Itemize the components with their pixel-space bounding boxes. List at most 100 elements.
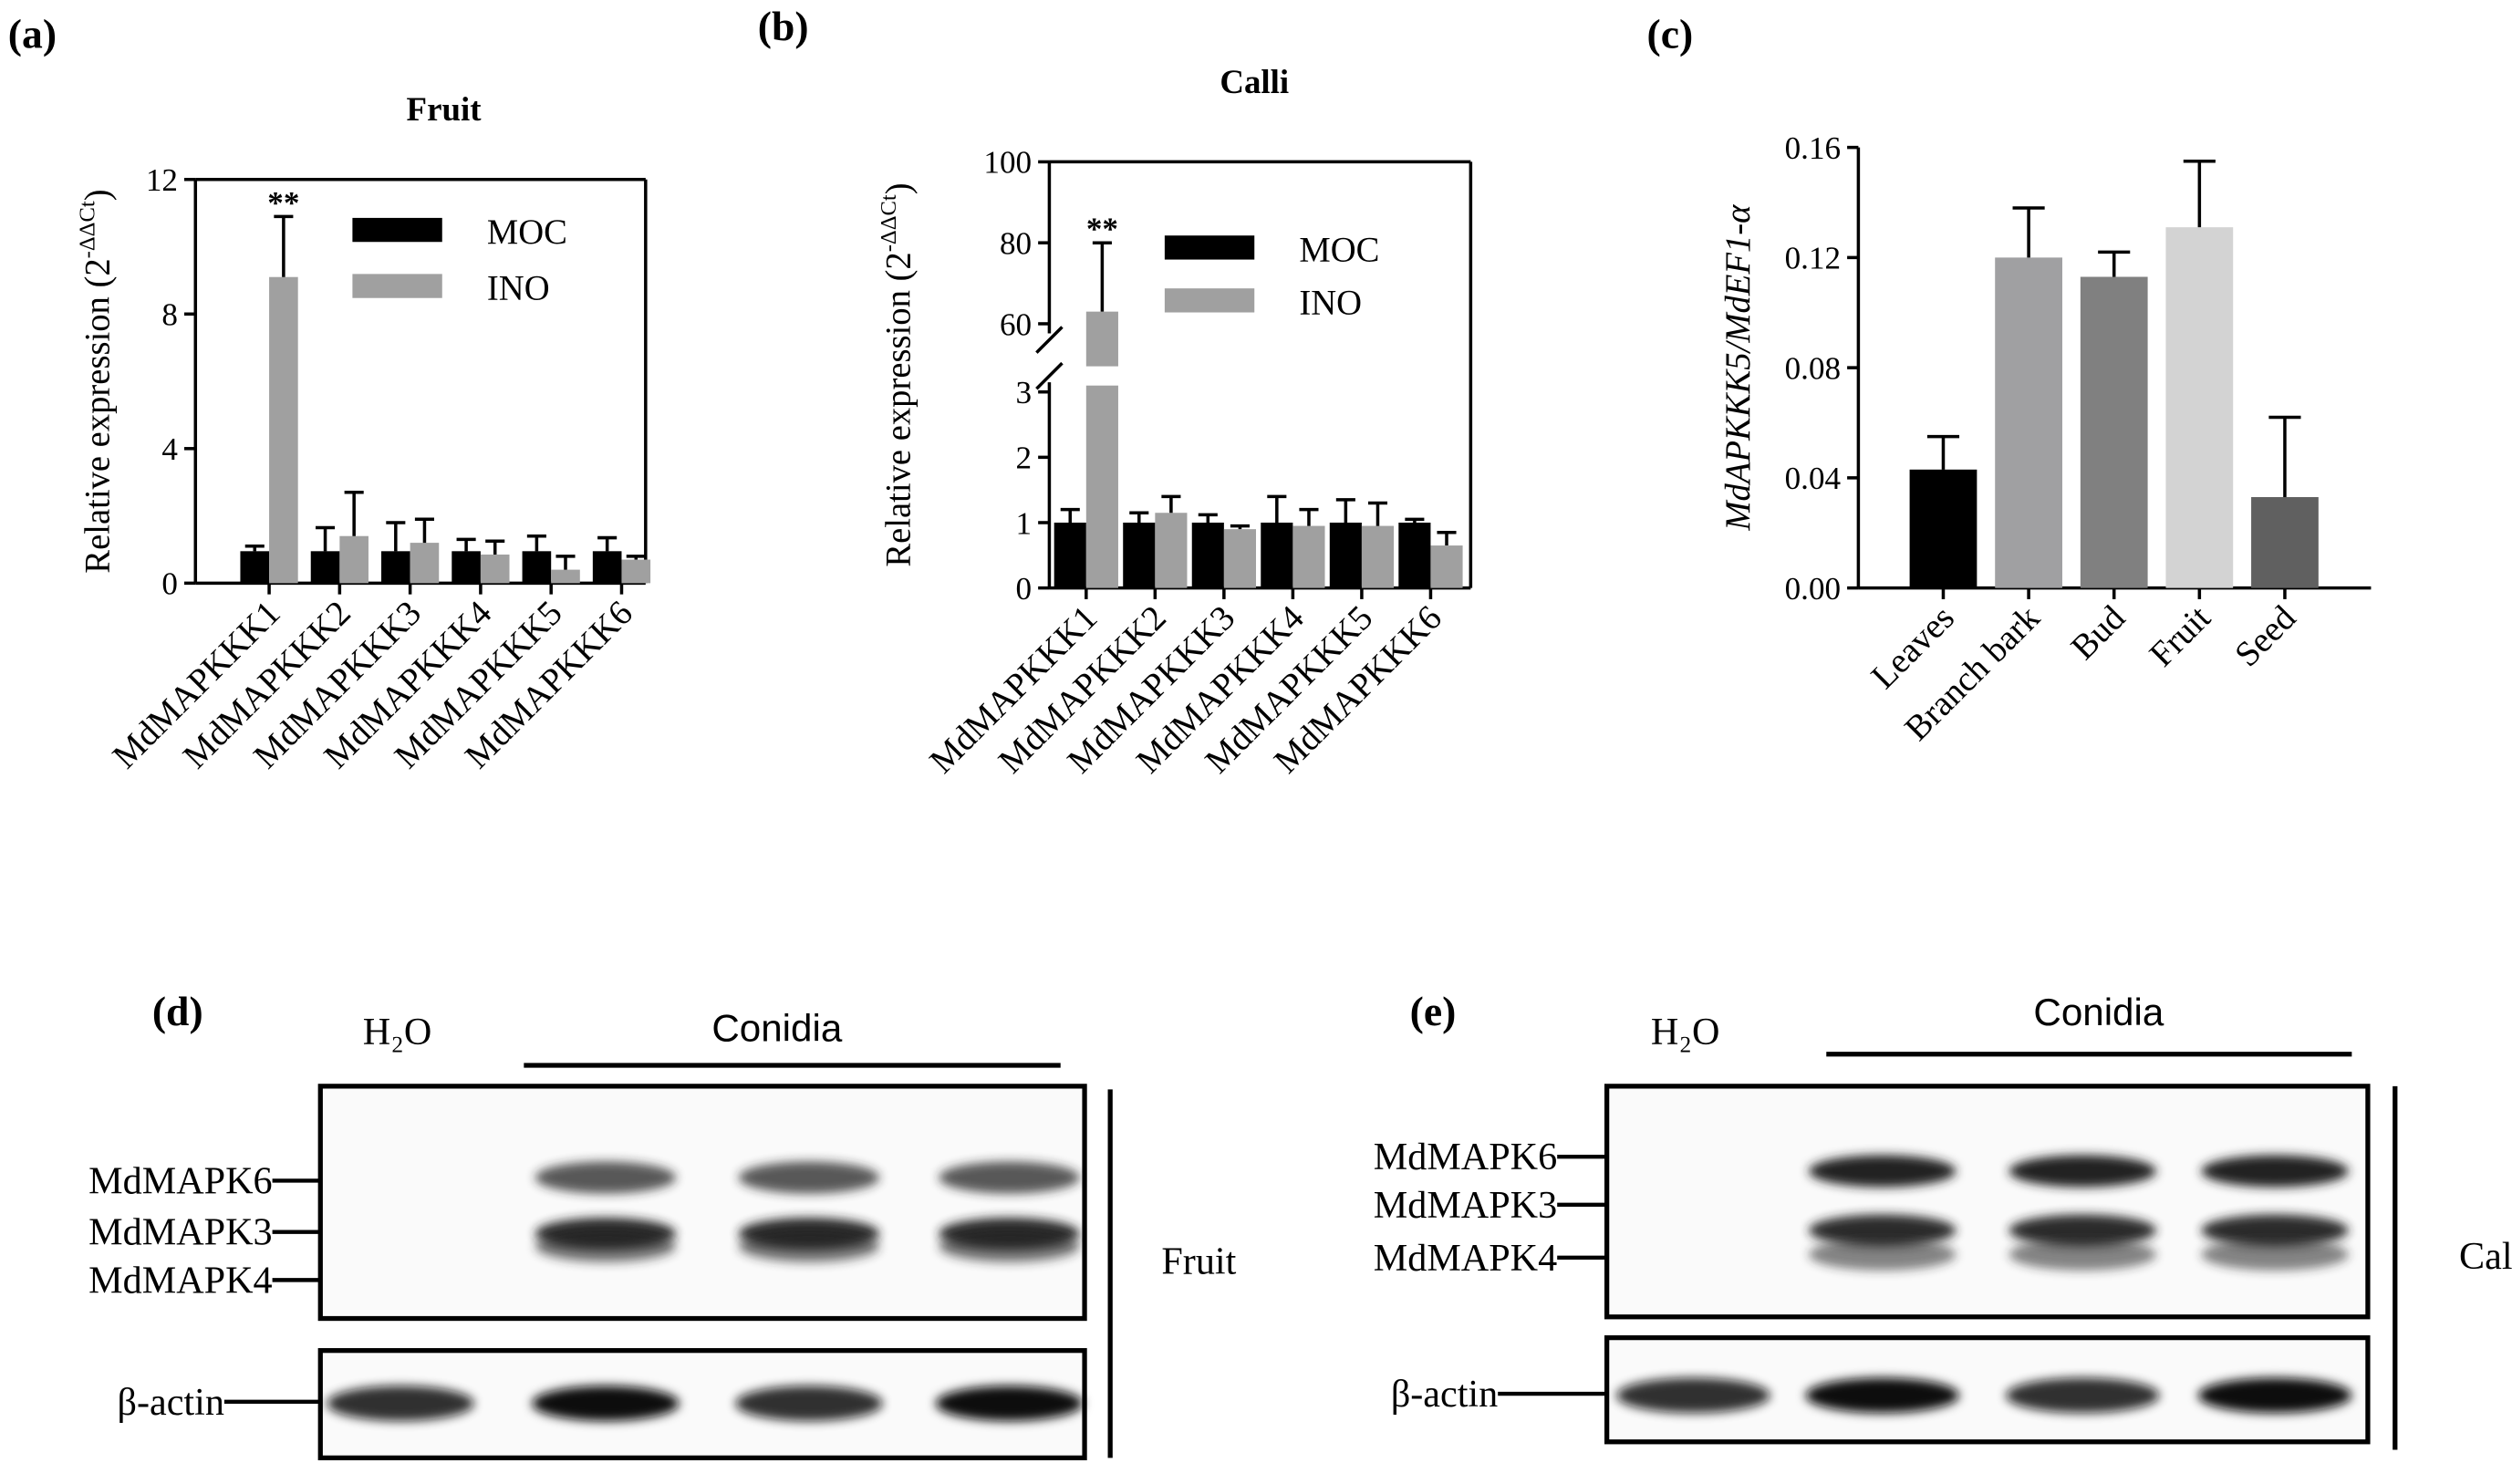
error-bar: [1926, 434, 1960, 470]
bar: [1085, 311, 1118, 588]
x-tick-label: Seed: [2228, 598, 2304, 674]
error-bar: [2183, 159, 2216, 228]
error-bar: [2098, 250, 2131, 277]
error-bar: [485, 539, 505, 555]
error-bar: [1367, 501, 1388, 526]
bar: [2165, 227, 2234, 588]
bar: [310, 551, 340, 584]
y-axis-label-part: Relative expression (2: [880, 252, 919, 566]
y-axis-label: Relative expression (2-ΔΔCt): [76, 189, 118, 573]
y-tick-label: 100: [983, 145, 1032, 181]
error-bar: [626, 555, 646, 560]
legend-label: INO: [1299, 284, 1362, 322]
bar: [1995, 257, 2062, 588]
bar: [2251, 497, 2319, 588]
y-tick-label: 80: [1000, 225, 1032, 261]
panel-label: (b): [758, 3, 809, 49]
legend-swatch: [352, 274, 442, 298]
band: [1808, 1238, 1957, 1271]
loading-label: β-actin: [118, 1381, 224, 1424]
y-axis-label-part: Relative expression (2: [78, 258, 117, 573]
legend-swatch: [1164, 235, 1255, 260]
band: [935, 1385, 1084, 1421]
error-bar: [1161, 494, 1181, 514]
band: [327, 1385, 474, 1421]
band: [535, 1161, 677, 1194]
y-tick-label: 3: [1016, 375, 1033, 410]
bar: [410, 543, 440, 584]
bar: [339, 535, 368, 584]
protein-label: MdMAPK6: [88, 1160, 272, 1203]
error-bar: [1060, 507, 1080, 523]
y-tick-label: 0.00: [1785, 571, 1841, 607]
band: [1616, 1377, 1770, 1414]
band: [535, 1230, 677, 1263]
error-bar: [1230, 524, 1250, 530]
band: [2197, 1377, 2352, 1414]
band: [2009, 1214, 2157, 1247]
error-bar: [456, 537, 476, 552]
panel-label: (d): [152, 988, 203, 1034]
y-tick-label: 0: [1016, 571, 1033, 607]
error-bar: [274, 214, 294, 277]
bar: [480, 555, 510, 584]
protein-label: MdMAPK4: [88, 1259, 272, 1302]
error-bar: [1405, 517, 1425, 523]
lane-label: H₂O: [1651, 1011, 1720, 1053]
lane-label: H₂O: [363, 1011, 432, 1053]
y-tick-label: 4: [161, 431, 178, 467]
group-label: Conidia: [2033, 991, 2164, 1033]
band: [738, 1230, 880, 1263]
legend-label: MOC: [1299, 231, 1379, 269]
tissue-label: Calli: [2459, 1235, 2512, 1278]
band: [2005, 1377, 2160, 1414]
error-bar: [526, 534, 546, 552]
bar: [1155, 513, 1188, 588]
bar: [1223, 529, 1256, 588]
panel-label: (e): [1410, 988, 1457, 1034]
bar: [1398, 522, 1431, 588]
bar: [592, 551, 622, 584]
band: [2201, 1238, 2349, 1271]
y-tick-label: 0.04: [1785, 461, 1841, 496]
band: [939, 1161, 1080, 1194]
bar: [452, 551, 481, 584]
panel-label: (a): [8, 11, 57, 57]
bar: [1191, 522, 1224, 588]
y-tick-label: 0.12: [1785, 241, 1841, 276]
error-bar: [1437, 530, 1457, 546]
break-gap: [1085, 366, 1120, 386]
legend-swatch: [1164, 288, 1255, 313]
error-bar: [1092, 241, 1112, 312]
error-bar: [1335, 498, 1355, 523]
western-blot: (d) H₂O Conidia Fruit MdMAPK6 MdMAPK3 MdMAPK4 β…: [88, 988, 1237, 1460]
y-axis-label: MdAPKKK5/MdEF1-α: [1719, 204, 1758, 532]
protein-label: MdMAPK4: [1374, 1237, 1557, 1280]
bar: [240, 551, 270, 584]
y-tick-label: 12: [146, 162, 178, 198]
band: [2201, 1214, 2349, 1247]
significance: **: [1086, 212, 1118, 247]
error-bar: [316, 525, 336, 552]
band: [2201, 1155, 2349, 1188]
legend-swatch: [352, 217, 442, 243]
band: [1808, 1214, 1957, 1247]
band: [532, 1385, 680, 1421]
bar: [551, 569, 580, 584]
band: [1805, 1377, 1960, 1414]
error-bar: [1198, 513, 1218, 523]
chart-title: Fruit: [407, 90, 483, 128]
bar: [1292, 525, 1325, 588]
group-label: Conidia: [711, 1007, 842, 1050]
y-axis-label: Relative expression (2-ΔΔCt): [877, 182, 919, 566]
error-bar: [555, 555, 576, 570]
y-tick-label: 60: [1000, 306, 1032, 342]
blot-frame: [1604, 1084, 2371, 1320]
y-axis-label-part: -ΔΔCt: [76, 201, 100, 258]
error-bar: [344, 491, 364, 536]
error-bar: [386, 521, 406, 552]
bar: [621, 559, 651, 584]
error-bar: [1299, 507, 1319, 526]
